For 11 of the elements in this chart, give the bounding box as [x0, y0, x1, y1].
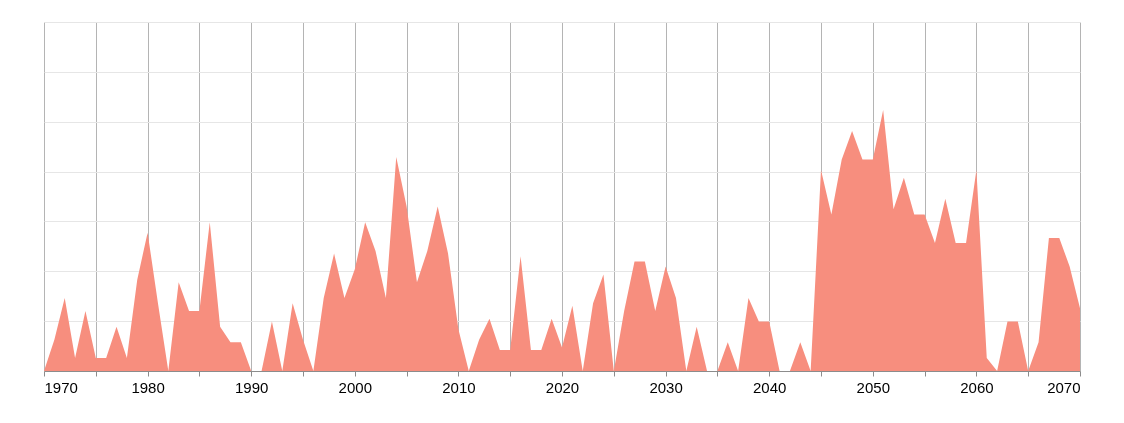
- x-tick-label: 2020: [545, 378, 580, 396]
- x-tick-label: 1970: [44, 378, 78, 396]
- x-tick-label: 1990: [235, 378, 269, 396]
- x-tick-label: 2000: [338, 378, 372, 396]
- x-tick-label: 1980: [131, 378, 165, 396]
- x-tick-label: 2040: [753, 378, 787, 396]
- x-tick-label: 2010: [442, 378, 476, 396]
- x-tick-label: 2050: [856, 378, 890, 396]
- x-tick-label: 2060: [960, 378, 994, 396]
- x-tick-label: 2030: [649, 378, 683, 396]
- x-tick-label: 2070: [1047, 378, 1081, 396]
